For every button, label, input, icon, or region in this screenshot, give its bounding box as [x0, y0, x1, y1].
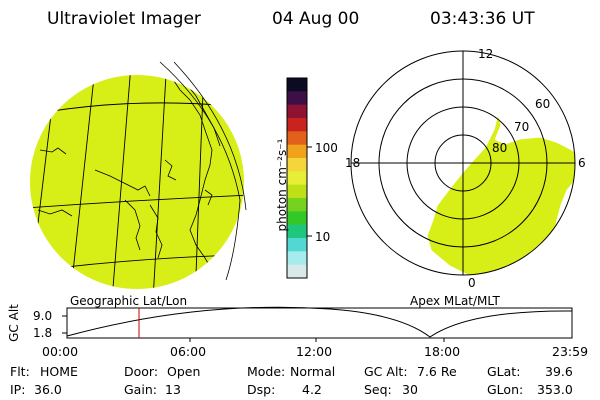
- dsp-value: 4.2: [302, 382, 322, 397]
- altitude-plot: [62, 306, 573, 342]
- altitude-curve: [66, 306, 573, 338]
- mode-label: Mode:: [247, 364, 286, 379]
- colorbar-segment: [287, 78, 307, 92]
- colorbar-segment: [287, 171, 307, 186]
- geo-outer-curves: [159, 61, 247, 281]
- instrument-title: Ultraviolet Imager: [47, 9, 201, 29]
- polar-panel-label: Apex MLat/MLT: [410, 294, 500, 308]
- xtick-0000: 00:00: [42, 344, 79, 359]
- altitude-ytick-low: 1.8: [33, 326, 53, 340]
- door-label: Door:: [124, 364, 159, 379]
- glon-label: GLon:: [487, 382, 524, 397]
- altitude-ylabel: GC Alt: [7, 304, 21, 342]
- altitude-ytick-high: 9.0: [33, 309, 53, 323]
- colorbar-segment: [287, 184, 307, 199]
- colorbar-segment: [287, 118, 307, 132]
- colorbar-segment: [287, 198, 307, 212]
- colorbar-unit-label: photon cm⁻²s⁻¹: [275, 138, 289, 232]
- mlt-label-6: 6: [578, 156, 586, 170]
- colorbar-segment: [287, 224, 307, 239]
- date-label: 04 Aug 00: [272, 9, 360, 29]
- geographic-disc: [30, 61, 247, 289]
- lat-label-60: 60: [535, 97, 551, 111]
- colorbar-segment: [287, 211, 307, 226]
- geo-panel-label: Geographic Lat/Lon: [70, 294, 188, 308]
- coastline: [37, 75, 221, 271]
- colorbar-segment: [287, 131, 307, 146]
- xtick-1200: 12:00: [296, 344, 333, 359]
- gain-value: 13: [165, 382, 181, 397]
- ip-label: IP:: [10, 382, 26, 397]
- time-label: 03:43:36 UT: [430, 9, 535, 29]
- gain-label: Gain:: [124, 382, 157, 397]
- gcalt-value: 7.6 Re: [417, 364, 457, 379]
- xtick-2359: 23:59: [552, 344, 589, 359]
- lat-label-70: 70: [514, 120, 530, 134]
- colorbar-segment: [287, 91, 307, 106]
- flt-value: HOME: [40, 364, 78, 379]
- colorbar-segment: [287, 158, 307, 172]
- colorbar: [286, 77, 312, 279]
- glat-label: GLat:: [487, 364, 521, 379]
- flt-label: Flt:: [10, 364, 30, 379]
- colorbar-segment: [287, 264, 307, 279]
- mode-value: Normal: [290, 364, 336, 379]
- colorbar-segment: [287, 144, 307, 159]
- polar-panel: [350, 50, 576, 276]
- mlt-label-0: 0: [468, 276, 476, 290]
- glon-value: 353.0: [537, 382, 573, 397]
- colorbar-tick-10: 10: [315, 230, 331, 244]
- colorbar-segment: [287, 251, 307, 266]
- lat-label-80: 80: [492, 141, 508, 155]
- gcalt-label: GC Alt:: [364, 364, 408, 379]
- mlt-label-12: 12: [478, 47, 494, 61]
- seq-label: Seq:: [364, 382, 392, 397]
- ip-value: 36.0: [34, 382, 62, 397]
- colorbar-segment: [287, 104, 307, 119]
- dsp-label: Dsp:: [247, 382, 276, 397]
- xtick-0600: 06:00: [170, 344, 207, 359]
- polar-grid: [350, 50, 576, 276]
- mlt-label-18: 18: [345, 156, 361, 170]
- glat-value: 39.6: [545, 364, 573, 379]
- colorbar-tick-100: 100: [315, 141, 338, 155]
- xtick-1800: 18:00: [424, 344, 461, 359]
- seq-value: 30: [402, 382, 418, 397]
- door-value: Open: [167, 364, 201, 379]
- colorbar-segment: [287, 238, 307, 252]
